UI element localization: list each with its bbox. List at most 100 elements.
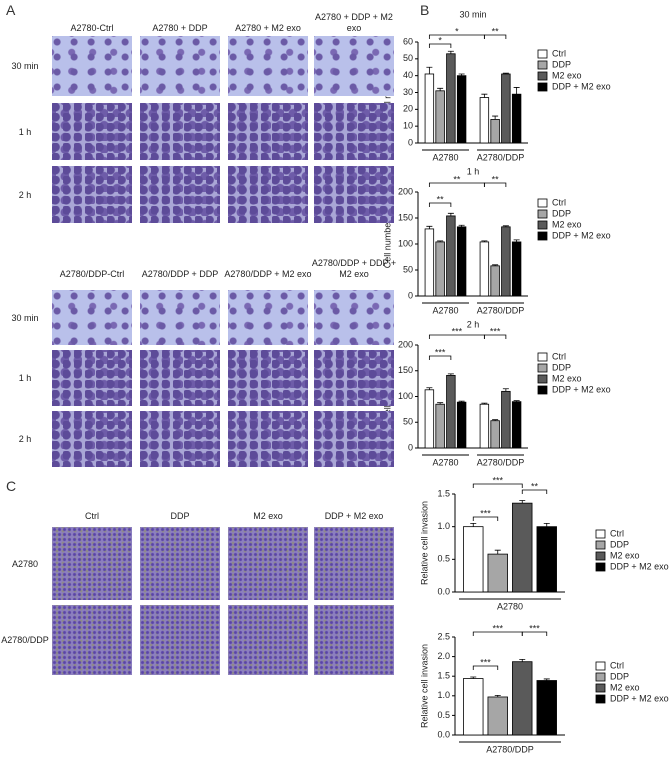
micrograph — [140, 411, 220, 467]
legend-swatch — [537, 231, 548, 241]
significance-label: *** — [435, 347, 446, 357]
bar — [463, 678, 484, 736]
row-label: 1 h — [18, 126, 32, 137]
bar — [512, 502, 533, 593]
bar — [511, 93, 522, 144]
error-bar — [470, 676, 477, 679]
bar — [446, 374, 456, 449]
y-tick-label: 150 — [398, 365, 413, 375]
micrograph — [140, 350, 220, 406]
column-header: A2780-Ctrl — [70, 23, 114, 33]
significance-bracket — [428, 355, 452, 360]
legend-swatch — [595, 562, 606, 572]
row-label: 30 min — [11, 61, 39, 71]
error-bar — [513, 400, 520, 402]
bar — [512, 661, 533, 736]
panel-label: B — [420, 2, 430, 18]
micrograph — [52, 605, 132, 675]
row-label: A2780 — [11, 558, 39, 569]
legend-label: DDP — [552, 208, 571, 218]
legend-swatch — [537, 352, 548, 362]
bar — [456, 75, 467, 144]
legend-label: M2 exo — [610, 550, 640, 560]
column-header: A2780/DDP + DDP — [141, 269, 219, 279]
column-header: A2780/DDP + DDP + M2 exo — [311, 258, 397, 279]
significance-label: ** — [492, 174, 500, 184]
y-tick-label: 0 — [408, 290, 413, 300]
legend-swatch — [595, 694, 606, 704]
error-bar — [481, 240, 488, 242]
error-bar — [437, 402, 444, 405]
group-label: A2780/DDP — [477, 152, 525, 162]
error-bar — [492, 264, 499, 266]
micrograph — [314, 103, 394, 160]
y-tick-label: 1.0 — [437, 690, 450, 700]
bar — [490, 265, 500, 297]
group-label: A2780 — [432, 152, 458, 162]
significance-label: *** — [452, 326, 463, 336]
micrograph — [52, 290, 132, 345]
micrograph — [314, 605, 394, 675]
y-tick-label: 30 — [403, 87, 413, 97]
legend-swatch — [595, 661, 606, 671]
legend-label: DDP + M2 exo — [552, 384, 611, 394]
bar — [479, 403, 490, 449]
group-label: A2780/DDP — [477, 305, 525, 315]
row-label: A2780/DDP — [1, 635, 49, 645]
legend-swatch — [595, 551, 606, 561]
significance-bracket — [472, 516, 499, 521]
bar — [511, 401, 522, 449]
micrograph — [314, 350, 394, 406]
legend-label: Ctrl — [552, 197, 566, 207]
legend-label: M2 exo — [610, 682, 640, 692]
micrograph — [228, 527, 308, 600]
legend-label: Ctrl — [552, 48, 566, 58]
legend-label: M2 exo — [552, 219, 582, 229]
y-tick-label: 60 — [403, 36, 413, 46]
legend-label: Ctrl — [552, 351, 566, 361]
error-bar — [447, 50, 454, 54]
y-tick-label: 2.5 — [437, 631, 450, 641]
error-bar — [458, 73, 465, 76]
significance-label: *** — [490, 326, 501, 336]
bar — [446, 53, 456, 144]
group-label: A2780 — [432, 305, 458, 315]
micrograph — [52, 166, 132, 223]
legend-label: DDP + M2 exo — [552, 81, 611, 91]
column-header: A2780 + DDP + M2 exo — [315, 12, 393, 33]
error-bar — [437, 87, 444, 91]
legend-label: Ctrl — [610, 660, 624, 670]
significance-label: *** — [492, 623, 503, 633]
legend-swatch — [595, 672, 606, 682]
legend-swatch — [537, 363, 548, 373]
error-bar — [458, 400, 465, 403]
significance-bracket — [472, 665, 499, 670]
legend-swatch — [537, 374, 548, 384]
bar — [435, 403, 445, 449]
bar — [479, 97, 490, 144]
error-bar — [543, 678, 550, 681]
error-bar — [447, 373, 454, 376]
error-bar — [513, 87, 520, 95]
significance-label: ** — [531, 481, 539, 491]
significance-label: * — [455, 26, 459, 36]
y-tick-label: 2.0 — [437, 651, 450, 661]
y-tick-label: 1.5 — [437, 488, 450, 498]
y-tick-label: 200 — [398, 339, 413, 349]
micrograph — [314, 411, 394, 467]
legend-swatch — [537, 198, 548, 208]
micrograph — [140, 290, 220, 345]
row-label: 2 h — [18, 434, 32, 444]
error-bar — [470, 523, 477, 527]
group-label: A2780 — [497, 601, 523, 611]
legend-label: DDP — [552, 362, 571, 372]
significance-bracket — [483, 182, 507, 187]
micrograph — [140, 103, 220, 160]
significance-bracket — [428, 202, 452, 207]
micrograph — [140, 605, 220, 675]
legend-label: DDP — [610, 671, 629, 681]
significance-bracket — [483, 334, 507, 339]
group-label: A2780/DDP — [486, 744, 534, 754]
micrograph — [52, 527, 132, 600]
